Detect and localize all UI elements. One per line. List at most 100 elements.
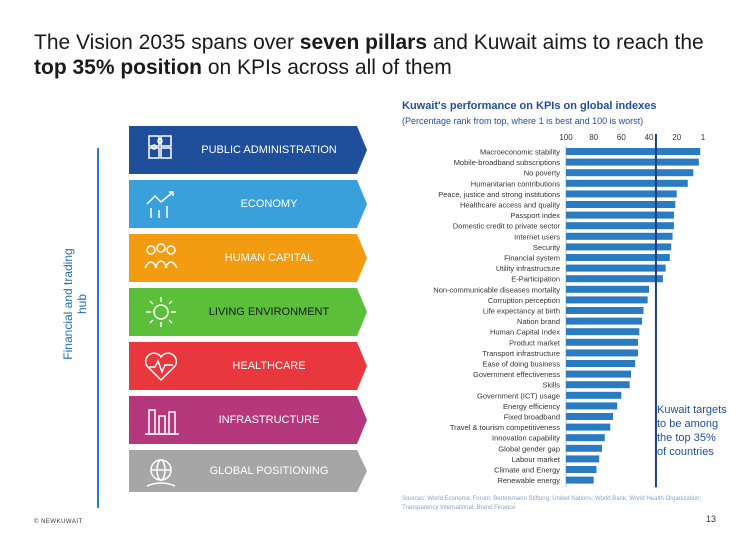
- category-label: Transport infrastructure: [482, 349, 560, 358]
- sun-icon: [141, 294, 181, 330]
- chevron: [357, 342, 367, 390]
- axis-tick-label: 60: [617, 133, 626, 142]
- target-callout: Kuwait targets to be among the top 35% o…: [657, 404, 727, 458]
- pillar-label: INFRASTRUCTURE: [218, 414, 320, 426]
- chevron: [357, 288, 367, 336]
- target-percentage: 35%: [693, 432, 716, 444]
- chevron: [357, 126, 367, 174]
- category-label: Human Capital Index: [490, 328, 560, 337]
- kpi-bar: [566, 381, 630, 389]
- side-divider: [97, 148, 99, 508]
- kpi-bar-chart: 100 80 60 40 20 1 Macroeconomic stabilityMobil…: [433, 133, 706, 488]
- growth-chart-icon: [141, 186, 181, 222]
- category-label: Product market: [509, 338, 561, 347]
- pillar-global-positioning: GLOBAL POSITIONING: [129, 450, 367, 492]
- category-label: Macroeconomic stability: [480, 148, 560, 157]
- category-label: Financial system: [504, 254, 560, 263]
- sources-note: Sources: World Economic Forum; Bertelsma…: [402, 496, 702, 511]
- kpi-bar: [566, 455, 600, 463]
- kpi-bar: [566, 307, 644, 314]
- side-label: Financial and trading hub: [61, 248, 89, 360]
- chart-subtitle: (Percentage rank from top, where 1 is be…: [402, 116, 644, 126]
- category-label: Passport index: [510, 211, 560, 220]
- kpi-bar: [566, 391, 622, 399]
- category-label: Travel & tourism competitiveness: [450, 423, 560, 432]
- page-number: 13: [706, 514, 717, 524]
- pillar-label: GLOBAL POSITIONING: [209, 465, 329, 477]
- category-label: Government effectiveness: [473, 370, 560, 379]
- pillar-label: HEALTHCARE: [232, 360, 306, 372]
- axis-tick-label: 1: [701, 133, 706, 142]
- category-label: Nation brand: [517, 317, 560, 326]
- heart-pulse-icon: [141, 348, 181, 384]
- axis-tick-label: 100: [559, 133, 573, 142]
- kpi-bar: [566, 444, 602, 452]
- kpi-bar: [566, 201, 676, 208]
- kpi-bar: [566, 264, 666, 272]
- category-label: Corruption perception: [488, 296, 560, 305]
- kpi-bar: [566, 423, 611, 431]
- people-icon: [141, 240, 181, 276]
- factory-icon: [141, 402, 181, 438]
- category-label: Fixed broadband: [504, 413, 560, 422]
- category-label: Innovation capability: [492, 434, 560, 443]
- axis-tick-label: 40: [645, 133, 654, 142]
- kpi-bar: [566, 243, 672, 251]
- category-label: Security: [533, 243, 560, 252]
- axis-tick-label: 80: [589, 133, 598, 142]
- kpi-bar: [566, 211, 674, 219]
- kpi-bar: [566, 296, 648, 304]
- category-label: E-Participation: [511, 275, 560, 284]
- copyright-footer: © NEWKUWAIT: [34, 519, 83, 525]
- pillar-living-environment: LIVING ENVIRONMENT: [129, 288, 367, 336]
- category-label: Internet users: [514, 232, 560, 241]
- kpi-bar: [566, 476, 594, 484]
- pillar-label: PUBLIC ADMINISTRATION: [201, 144, 337, 156]
- category-label: Ease of doing business: [482, 360, 560, 369]
- kpi-bar: [566, 402, 618, 410]
- category-label: Mobile-broadband subscriptions: [454, 158, 561, 167]
- chevron: [357, 234, 367, 282]
- kpi-bar: [566, 232, 673, 240]
- kpi-bar: [566, 370, 632, 378]
- kpi-bar: [566, 275, 663, 283]
- axis-tick-label: 20: [672, 133, 681, 142]
- pillar-label: HUMAN CAPITAL: [224, 252, 314, 264]
- category-label: Government (ICT) usage: [477, 391, 560, 400]
- kpi-bar: [566, 148, 701, 155]
- category-label: Global gender gap: [498, 444, 560, 453]
- globe-hand-icon: [141, 456, 181, 492]
- category-label: Healthcare access and quality: [460, 201, 560, 210]
- chevron: [357, 396, 367, 444]
- kpi-bar: [566, 328, 640, 336]
- pillar-human-capital: HUMAN CAPITAL: [129, 234, 367, 282]
- category-label: Domestic credit to private sector: [453, 222, 561, 231]
- pillar-label: LIVING ENVIRONMENT: [208, 306, 330, 318]
- kpi-bar: [566, 169, 694, 177]
- category-label: Humanitarian contributions: [471, 179, 560, 188]
- pillar-infrastructure: INFRASTRUCTURE: [129, 396, 367, 444]
- kpi-bar: [566, 190, 677, 198]
- category-label: Labour market: [512, 455, 561, 464]
- kpi-bar: [566, 338, 638, 346]
- category-label: Non-communicable diseases mortality: [433, 285, 560, 294]
- chevron: [357, 180, 367, 228]
- kpi-bar: [566, 222, 674, 230]
- kpi-bar: [566, 179, 688, 187]
- kpi-bar: [566, 434, 605, 442]
- kpi-bar: [566, 360, 636, 367]
- kpi-bar: [566, 317, 643, 325]
- category-label: Life expectancy at birth: [483, 307, 560, 316]
- kpi-bar: [566, 466, 597, 473]
- pillar-label: ECONOMY: [240, 198, 298, 210]
- kpi-bar: [566, 254, 670, 261]
- category-label: Utility infrastructure: [496, 264, 560, 273]
- pillar-healthcare: HEALTHCARE: [129, 342, 367, 390]
- kpi-bar: [566, 413, 614, 420]
- category-label: Peace, justice and strong institutions: [438, 190, 560, 199]
- pillar-public-administration: PUBLIC ADMINISTRATION: [129, 126, 367, 174]
- kpi-bar: [566, 158, 699, 166]
- kpi-bar: [566, 349, 638, 357]
- page-title: The Vision 2035 spans over seven pillars…: [34, 31, 704, 79]
- category-label: No poverty: [524, 169, 561, 178]
